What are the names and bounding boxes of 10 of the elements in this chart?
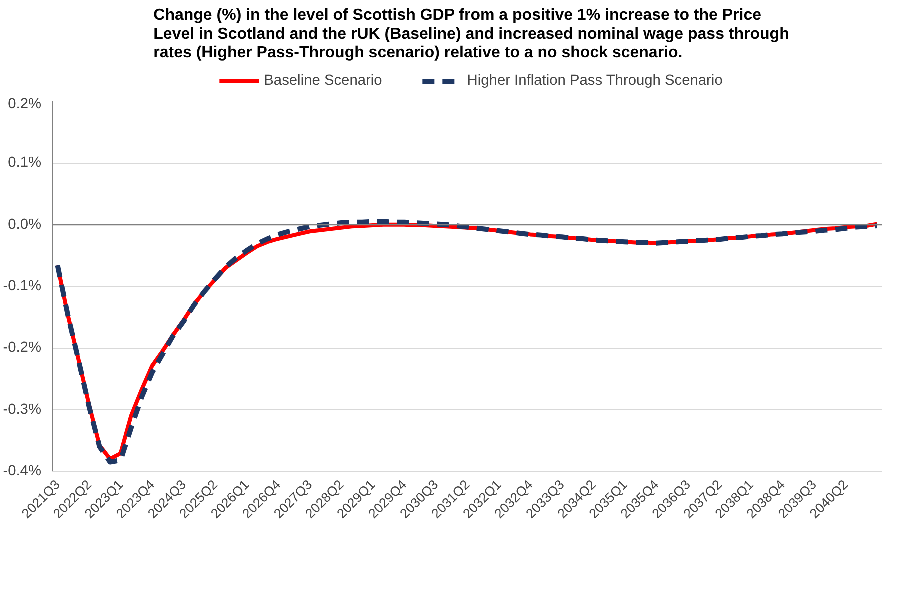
y-tick-label: 0.0% bbox=[8, 216, 42, 233]
chart-title: Change (%) in the level of Scottish GDP from a positive 1% increase to the Price Level in Scotland and the rUK (Baseline) and increased nominal wage pass through rates (Higher Pass-Through scenario) relative to a no shock scenario. bbox=[154, 7, 790, 62]
legend-label: Higher Inflation Pass Through Scenario bbox=[467, 73, 723, 89]
y-tick-label: -0.2% bbox=[3, 340, 42, 356]
y-tick-label: -0.3% bbox=[3, 402, 42, 418]
y-tick-label: -0.4% bbox=[3, 464, 42, 480]
y-tick-label: -0.1% bbox=[3, 278, 42, 294]
y-tick-label: 0.1% bbox=[8, 155, 42, 172]
legend-label: Baseline Scenario bbox=[264, 73, 382, 89]
y-tick-label: 0.2% bbox=[8, 96, 42, 112]
